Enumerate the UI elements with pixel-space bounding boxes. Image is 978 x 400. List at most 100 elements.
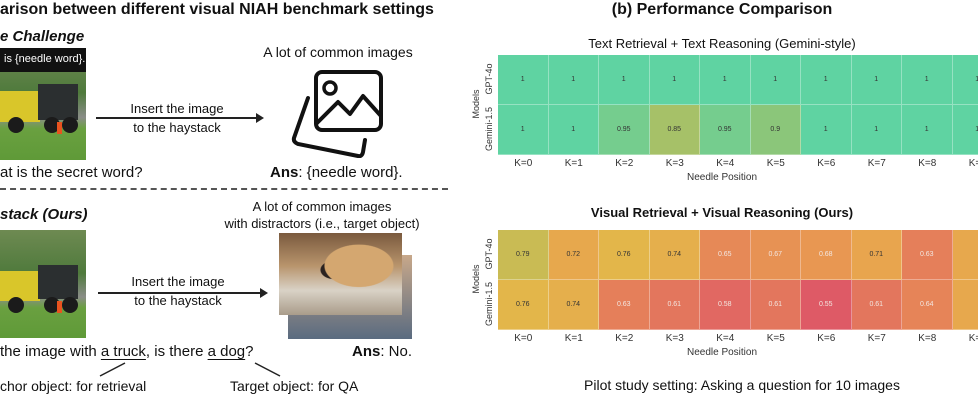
heatmap-cell: 0.68 bbox=[801, 230, 852, 280]
heatmap-cell: 0.76 bbox=[498, 280, 549, 330]
x-axis-label: Needle Position bbox=[686, 172, 758, 183]
heatmap-cell: 0.79 bbox=[498, 230, 549, 280]
heatmap-cell: 0.9 bbox=[750, 105, 801, 155]
x-tick-label: K=2 bbox=[615, 158, 634, 169]
x-tick-label: K=6 bbox=[817, 333, 836, 344]
x-tick-label: K=5 bbox=[766, 158, 785, 169]
y-axis-label: Models bbox=[471, 89, 481, 119]
x-tick-label: K=3 bbox=[665, 158, 684, 169]
heatmap-title: Text Retrieval + Text Reasoning (Gemini-… bbox=[588, 36, 856, 51]
haystack-label-line2: with distractors (i.e., target object) bbox=[224, 216, 420, 231]
heatmap-cell: 0.95 bbox=[599, 105, 650, 155]
x-tick-label: K=4 bbox=[716, 333, 735, 344]
top-panel-heading: e Challenge bbox=[0, 28, 85, 45]
heatmap-cell: 1 bbox=[801, 55, 852, 105]
truck-image-with-caption: is {needle word}. bbox=[0, 48, 86, 160]
x-tick-label: K=9 bbox=[968, 158, 978, 169]
bottom-question: the image with a truck, is there a dog? bbox=[0, 343, 254, 360]
anchor-note: chor object: for retrieval bbox=[0, 378, 147, 394]
haystack-label-line1: A lot of common images bbox=[252, 199, 392, 214]
heatmap-cell: 0.74 bbox=[649, 230, 700, 280]
heatmap-cell: 0.72 bbox=[548, 230, 599, 280]
target-note: Target object: for QA bbox=[230, 378, 359, 394]
x-tick-label: K=6 bbox=[817, 158, 836, 169]
heatmap-cell: 0.85 bbox=[649, 105, 700, 155]
x-tick-label: K=8 bbox=[918, 158, 937, 169]
heatmap-cell: 1 bbox=[902, 105, 953, 155]
anchor-pointer-arrow bbox=[99, 362, 126, 377]
target-pointer-arrow bbox=[254, 362, 281, 377]
question-text: , is there bbox=[145, 343, 208, 360]
heatmap-cell: 1 bbox=[801, 105, 852, 155]
answer-text: : {needle word}. bbox=[298, 164, 403, 181]
heatmap-cell: 0.71 bbox=[851, 230, 902, 280]
top-answer: Ans: {needle word}. bbox=[270, 164, 403, 181]
haystack-label-bottom: A lot of common images with distractors … bbox=[224, 198, 419, 232]
target-object: a dog bbox=[207, 343, 246, 360]
right-footer: Pilot study setting: Asking a question f… bbox=[584, 377, 900, 393]
heatmap-cell: 0.63 bbox=[902, 230, 953, 280]
x-axis-label: Needle Position bbox=[686, 347, 758, 358]
x-tick-label: K=0 bbox=[514, 158, 533, 169]
answer-prefix: Ans bbox=[270, 164, 299, 181]
x-tick-label: K=1 bbox=[564, 158, 583, 169]
top-question: at is the secret word? bbox=[0, 164, 143, 181]
insert-label-line1: Insert the image bbox=[131, 274, 225, 289]
heatmap-cell: 0.65 bbox=[700, 230, 751, 280]
heatmap-cell: 1 bbox=[599, 55, 650, 105]
x-tick-label: K=2 bbox=[615, 333, 634, 344]
x-tick-label: K=7 bbox=[867, 333, 886, 344]
heatmap-cell: 0.74 bbox=[548, 280, 599, 330]
x-tick-label: K=7 bbox=[867, 158, 886, 169]
x-tick-label: K=1 bbox=[564, 333, 583, 344]
anchor-object: a truck bbox=[100, 343, 146, 360]
heatmap-cell: 1 bbox=[851, 105, 902, 155]
heatmap-cell: 1 bbox=[750, 55, 801, 105]
heatmap-cell: 0.76 bbox=[599, 230, 650, 280]
heatmap-cell: 0.95 bbox=[700, 105, 751, 155]
bottom-panel-heading: stack (Ours) bbox=[0, 206, 88, 223]
heatmap-cell: 0.55 bbox=[801, 280, 852, 330]
left-title: arison between different visual NIAH ben… bbox=[0, 1, 434, 18]
y-tick-label: Gemini-1.5 bbox=[484, 107, 494, 152]
heatmap-cell: 0.64 bbox=[902, 280, 953, 330]
right-title: (b) Performance Comparison bbox=[611, 1, 833, 18]
divider-dashed bbox=[0, 188, 448, 190]
y-tick-label: Gemini-1.5 bbox=[484, 282, 494, 327]
heatmap-cell: 1 bbox=[700, 55, 751, 105]
x-tick-label: K=0 bbox=[514, 333, 533, 344]
heatmap-cell: 1 bbox=[902, 55, 953, 105]
answer-text: : No. bbox=[380, 343, 413, 360]
truck-image bbox=[0, 230, 86, 338]
heatmap-cell: 0.61 bbox=[649, 280, 700, 330]
heatmap-cell: 0.67 bbox=[750, 230, 801, 280]
heatmap-cell: 1 bbox=[649, 55, 700, 105]
insert-label-line2: to the haystack bbox=[133, 120, 221, 135]
y-axis-label: Models bbox=[471, 264, 481, 294]
haystack-label-top: A lot of common images bbox=[263, 44, 413, 60]
heatmap-cell: 1 bbox=[498, 105, 549, 155]
pointer-arrows bbox=[99, 362, 281, 377]
arrow-icon bbox=[98, 288, 268, 298]
insert-label-bottom: Insert the image to the haystack bbox=[131, 272, 224, 310]
question-text: ? bbox=[245, 343, 254, 360]
x-tick-label: K=4 bbox=[716, 158, 735, 169]
insert-label-line2: to the haystack bbox=[134, 293, 222, 308]
arrow-icon bbox=[96, 113, 264, 123]
bottom-answer: Ans: No. bbox=[352, 343, 412, 360]
heatmap-cell: 1 bbox=[851, 55, 902, 105]
heatmap-cell: 0.58 bbox=[700, 280, 751, 330]
answer-prefix: Ans bbox=[352, 343, 381, 360]
heatmap-cell: 0.63 bbox=[599, 280, 650, 330]
heatmap-cell: 1 bbox=[548, 105, 599, 155]
image-gallery-icon bbox=[291, 70, 383, 158]
heatmap-cell bbox=[952, 230, 978, 280]
insert-label-top: Insert the image to the haystack bbox=[130, 99, 223, 137]
x-tick-label: K=8 bbox=[918, 333, 937, 344]
heatmap-cell: 1 bbox=[952, 105, 978, 155]
x-tick-label: K=5 bbox=[766, 333, 785, 344]
x-tick-label: K=3 bbox=[665, 333, 684, 344]
pug-distractor-image bbox=[279, 233, 402, 315]
insert-label-line1: Insert the image bbox=[130, 101, 224, 116]
